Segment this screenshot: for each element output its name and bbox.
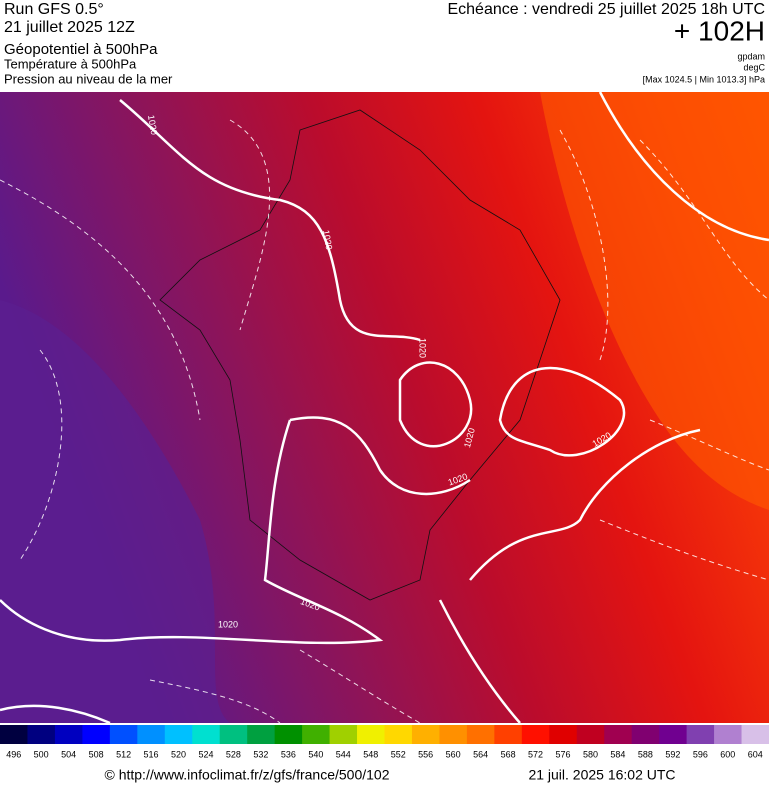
colorbar-label: 596 bbox=[693, 749, 708, 759]
colorbar-label: 500 bbox=[34, 749, 49, 759]
colorbar-swatch bbox=[192, 725, 221, 744]
colorbar-swatch bbox=[521, 725, 550, 744]
unit: degC bbox=[743, 62, 765, 72]
contour-label: 1020 bbox=[418, 338, 428, 358]
lead-time: + 102H bbox=[674, 15, 765, 46]
field-geopotential: Géopotentiel à 500hPa bbox=[4, 41, 158, 58]
colorbar-label: 592 bbox=[665, 749, 680, 759]
colorbar-swatch bbox=[741, 725, 769, 744]
colorbar-swatch bbox=[439, 725, 468, 744]
colorbar-swatch bbox=[466, 725, 495, 744]
field-pressure: Pression au niveau de la mer bbox=[4, 71, 173, 86]
colorbar-swatch bbox=[604, 725, 633, 744]
colorbar-label: 528 bbox=[226, 749, 241, 759]
colorbar-label: 532 bbox=[253, 749, 268, 759]
colorbar-swatch bbox=[357, 725, 385, 744]
run: Run GFS 0.5° bbox=[4, 1, 104, 18]
colorbar-swatch bbox=[494, 725, 523, 744]
colorbar-swatch bbox=[714, 725, 743, 744]
colorbar-label: 576 bbox=[556, 749, 571, 759]
colorbar-swatch bbox=[576, 725, 605, 744]
colorbar-swatch bbox=[82, 725, 111, 744]
valid-time: Echéance : vendredi 25 juillet 2025 18h … bbox=[447, 1, 765, 18]
colorbar-swatch bbox=[219, 725, 248, 744]
colorbar-label: 584 bbox=[610, 749, 625, 759]
colorbar-label: 604 bbox=[748, 749, 763, 759]
colorbar-swatch bbox=[54, 725, 83, 744]
colorbar-label: 516 bbox=[144, 749, 159, 759]
colorbar-swatch bbox=[274, 725, 303, 744]
colorbar-label: 508 bbox=[89, 749, 104, 759]
colorbar-label: 504 bbox=[61, 749, 76, 759]
unit: gpdam bbox=[737, 51, 765, 61]
pressure-range: [Max 1024.5 | Min 1013.3] hPa bbox=[643, 74, 765, 84]
contour-label: 1020 bbox=[218, 619, 238, 629]
colorbar-label: 548 bbox=[363, 749, 378, 759]
colorbar-label: 564 bbox=[473, 749, 488, 759]
timestamp: 21 juil. 2025 16:02 UTC bbox=[528, 767, 675, 783]
colorbar-label: 512 bbox=[116, 749, 131, 759]
colorbar-label: 556 bbox=[418, 749, 433, 759]
contour-label: 1020 bbox=[321, 229, 334, 250]
colorbar-swatch bbox=[411, 725, 440, 744]
contour-label: 1020 bbox=[146, 114, 159, 135]
colorbar-label: 524 bbox=[198, 749, 213, 759]
colorbar-label: 496 bbox=[6, 749, 21, 759]
map bbox=[0, 91, 769, 725]
colorbar-swatch bbox=[247, 725, 276, 744]
colorbar-label: 520 bbox=[171, 749, 186, 759]
colorbar-swatch bbox=[631, 725, 660, 744]
colorbar-swatch bbox=[659, 725, 688, 744]
colorbar-label: 552 bbox=[391, 749, 406, 759]
colorbar-label: 544 bbox=[336, 749, 351, 759]
colorbar-label: 540 bbox=[308, 749, 323, 759]
colorbar-swatch bbox=[384, 725, 413, 744]
colorbar-swatch bbox=[302, 725, 331, 744]
colorbar-swatch bbox=[164, 725, 193, 744]
colorbar-label: 560 bbox=[446, 749, 461, 759]
colorbar-swatch bbox=[686, 725, 715, 744]
colorbar-label: 580 bbox=[583, 749, 598, 759]
colorbar-swatch bbox=[549, 725, 578, 744]
colorbar-swatch bbox=[109, 725, 138, 744]
field-temperature: Température à 500hPa bbox=[4, 56, 137, 71]
colorbar-swatch bbox=[329, 725, 358, 744]
run-date: 21 juillet 2025 12Z bbox=[4, 19, 135, 36]
colorbar-label: 588 bbox=[638, 749, 653, 759]
source-url: © http://www.infoclimat.fr/z/gfs/france/… bbox=[105, 767, 390, 783]
colorbar-label: 536 bbox=[281, 749, 296, 759]
colorbar-label: 568 bbox=[501, 749, 516, 759]
colorbar-label: 572 bbox=[528, 749, 543, 759]
colorbar-swatch bbox=[27, 725, 56, 744]
colorbar-swatch bbox=[137, 725, 166, 744]
colorbar-swatch bbox=[0, 725, 28, 744]
colorbar-label: 600 bbox=[720, 749, 735, 759]
